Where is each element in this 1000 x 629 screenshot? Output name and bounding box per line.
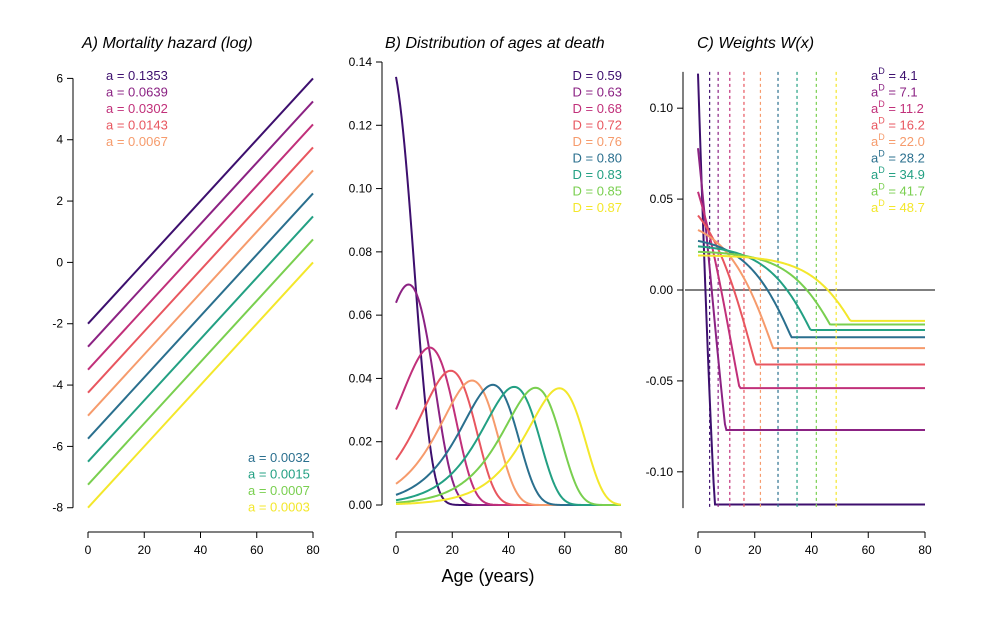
panel-b-y-tick-label: 0.14 <box>349 55 373 69</box>
panel-a-y-tick-label: 0 <box>56 255 63 269</box>
panel-b-legend-entry: D = 0.85 <box>572 184 622 199</box>
panel-a-series-line <box>87 123 314 371</box>
panel-c-x-tick-label: 0 <box>695 543 702 557</box>
panel-a-series-line <box>87 215 314 463</box>
panel-b-legend-entry: D = 0.68 <box>572 101 622 116</box>
panel-a-legend-entry: a = 0.0302 <box>106 101 168 116</box>
panel-a-legend-entry: a = 0.1353 <box>106 68 168 83</box>
panel-c-legend-entry: aD = 28.2 <box>871 149 925 166</box>
panel-a-series-line <box>87 146 314 394</box>
panel-a-x-tick-label: 20 <box>138 543 152 557</box>
panel-c-title: C) Weights W(x) <box>697 35 814 52</box>
panel-c-series-line <box>697 73 925 506</box>
panel-a-legend-entry: a = 0.0143 <box>106 118 168 133</box>
panel-b-legend-entry: D = 0.76 <box>572 134 622 149</box>
panel-a-series-line <box>87 77 314 325</box>
panel-b-legend-entry: D = 0.83 <box>572 167 622 182</box>
panel-a-y-tick-label: 6 <box>56 71 63 85</box>
panel-c-y-tick-label: 0.10 <box>650 101 674 115</box>
panel-c-series-line <box>697 239 925 339</box>
panel-c-legend-entry: aD = 41.7 <box>871 182 925 199</box>
panel-a-legend-entry: a = 0.0003 <box>248 500 310 515</box>
panel-a-legend-entry: a = 0.0015 <box>248 467 310 482</box>
panel-a-y-tick-label: -8 <box>52 501 63 515</box>
panel-a-y-tick-label: -2 <box>52 317 63 331</box>
panel-b: 0 20 40 60 80 0.14 0.12 0.10 0.08 0.06 0.04 0.02 0.0… <box>349 55 628 557</box>
panel-c-x-tick-label: 40 <box>805 543 819 557</box>
panel-b-legend-entry: D = 0.59 <box>572 68 622 83</box>
panel-a-x-tick-label: 80 <box>306 543 320 557</box>
panel-c-x-tick-label: 20 <box>748 543 762 557</box>
panel-c-series-line <box>697 245 925 331</box>
panel-c-series-line <box>697 214 925 366</box>
panel-b-y-tick-label: 0.12 <box>349 118 373 132</box>
panel-a-series-line <box>87 192 314 440</box>
panel-b-series-line <box>395 385 621 506</box>
panel-a-series-line <box>87 169 314 417</box>
panel-a-series-line <box>87 238 314 486</box>
panel-a-legend-entry: a = 0.0639 <box>106 85 168 100</box>
panel-c-legend-entry: aD = 16.2 <box>871 116 925 133</box>
panel-b-legend-entry: D = 0.72 <box>572 118 622 133</box>
panel-c-y-tick-label: -0.10 <box>646 465 674 479</box>
panel-c-series-line <box>697 229 925 350</box>
panel-a-series-line <box>87 100 314 348</box>
panel-c-y-tick-label: -0.05 <box>646 374 674 388</box>
panel-a-series-line <box>87 261 314 509</box>
panel-b-legend-entry: D = 0.63 <box>572 85 622 100</box>
panel-b-x-tick-label: 20 <box>446 543 460 557</box>
panel-a-x-tick-label: 60 <box>250 543 264 557</box>
panel-b-y-tick-label: 0.10 <box>349 182 373 196</box>
panel-a-legend-entry: a = 0.0007 <box>248 483 310 498</box>
panel-c-legend-entry: aD = 48.7 <box>871 198 925 215</box>
panel-b-x-tick-label: 60 <box>558 543 572 557</box>
panel-a-y-tick-label: -4 <box>52 378 63 392</box>
panel-c-y-tick-label: 0.00 <box>650 283 674 297</box>
panel-a-y-tick-label: 4 <box>56 133 63 147</box>
panel-c-y-tick-label: 0.05 <box>650 192 674 206</box>
panel-b-x-tick-label: 0 <box>393 543 400 557</box>
panel-b-y-tick-label: 0.04 <box>349 371 373 385</box>
panel-c-x-tick-label: 80 <box>918 543 932 557</box>
panel-a-x-tick-label: 40 <box>194 543 208 557</box>
panel-c-series-line <box>697 250 925 326</box>
panel-b-y-tick-label: 0.08 <box>349 245 373 259</box>
panel-c-series-line <box>697 254 925 322</box>
panel-c-legend-entry: aD = 4.1 <box>871 66 918 83</box>
panel-b-series-line <box>395 346 621 506</box>
panel-a-x-tick-label: 0 <box>85 543 92 557</box>
panel-a-legend-entry: a = 0.0067 <box>106 134 168 149</box>
panel-a-legend-entry: a = 0.0032 <box>248 450 310 465</box>
panel-c-series-line <box>697 191 925 390</box>
panel-a-y-tick-label: 2 <box>56 194 63 208</box>
panel-b-x-tick-label: 80 <box>614 543 628 557</box>
panel-b-y-tick-label: 0.02 <box>349 435 373 449</box>
panel-b-title: B) Distribution of ages at death <box>385 35 605 52</box>
panel-b-series-line <box>395 386 621 506</box>
panel-b-y-tick-label: 0.06 <box>349 308 373 322</box>
panel-b-y-tick-label: 0.00 <box>349 498 373 512</box>
panel-c-legend-entry: aD = 11.2 <box>871 99 924 116</box>
panel-b-legend-entry: D = 0.87 <box>572 200 622 215</box>
panel-c-series-line <box>697 148 925 431</box>
panel-c-x-tick-label: 60 <box>862 543 876 557</box>
panel-a-title: A) Mortality hazard (log) <box>81 35 253 52</box>
panel-c-legend-entry: aD = 22.0 <box>871 132 925 149</box>
panel-b-legend-entry: D = 0.80 <box>572 151 622 166</box>
panel-c-legend-entry: aD = 34.9 <box>871 165 925 182</box>
panel-c-legend-entry: aD = 7.1 <box>871 83 918 100</box>
panel-b-series-line <box>395 387 622 506</box>
panel-a-y-tick-label: -6 <box>52 439 63 453</box>
panel-b-x-tick-label: 40 <box>502 543 516 557</box>
x-axis-label: Age (years) <box>441 566 534 586</box>
